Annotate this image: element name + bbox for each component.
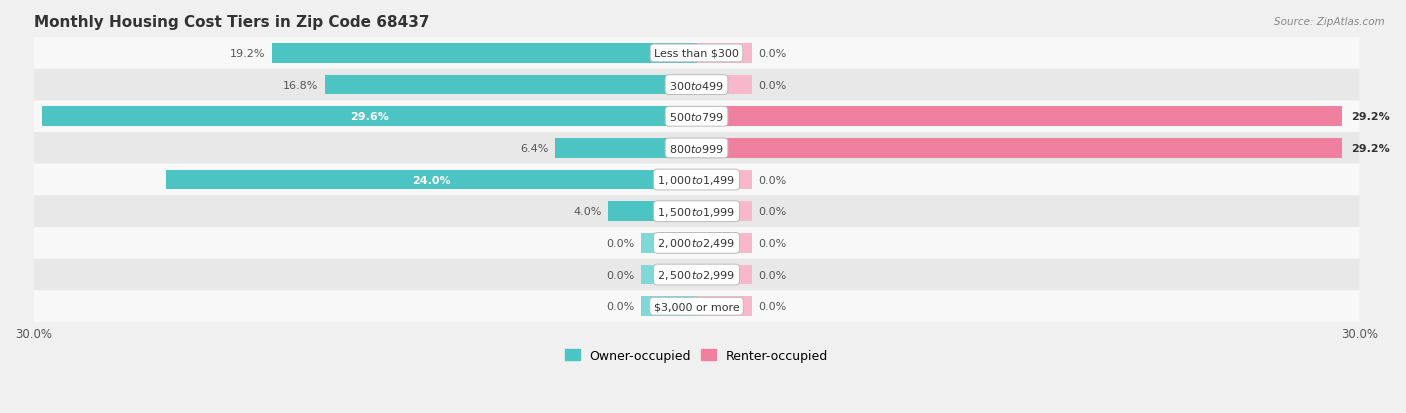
Legend: Owner-occupied, Renter-occupied: Owner-occupied, Renter-occupied — [560, 344, 834, 367]
Text: 0.0%: 0.0% — [606, 270, 634, 280]
Bar — [555, 139, 696, 158]
FancyBboxPatch shape — [34, 38, 1360, 70]
Text: Monthly Housing Cost Tiers in Zip Code 68437: Monthly Housing Cost Tiers in Zip Code 6… — [34, 15, 429, 30]
Bar — [641, 265, 696, 285]
Text: 0.0%: 0.0% — [758, 207, 786, 217]
Bar — [609, 202, 696, 221]
Text: 0.0%: 0.0% — [606, 301, 634, 311]
Text: $1,000 to $1,499: $1,000 to $1,499 — [658, 173, 735, 187]
Text: 29.2%: 29.2% — [1351, 112, 1389, 122]
FancyBboxPatch shape — [34, 70, 1360, 101]
Bar — [696, 76, 752, 95]
Bar — [696, 170, 752, 190]
Text: 19.2%: 19.2% — [231, 49, 266, 59]
FancyBboxPatch shape — [34, 133, 1360, 164]
Bar — [325, 76, 696, 95]
Text: $2,000 to $2,499: $2,000 to $2,499 — [658, 237, 735, 250]
Bar — [696, 297, 752, 316]
FancyBboxPatch shape — [34, 228, 1360, 259]
Text: 0.0%: 0.0% — [606, 238, 634, 248]
Bar — [696, 265, 752, 285]
Text: 16.8%: 16.8% — [283, 81, 319, 90]
Text: 0.0%: 0.0% — [758, 81, 786, 90]
Text: $2,500 to $2,999: $2,500 to $2,999 — [658, 268, 735, 281]
FancyBboxPatch shape — [34, 164, 1360, 196]
Bar — [696, 233, 752, 253]
Text: $1,500 to $1,999: $1,500 to $1,999 — [658, 205, 735, 218]
Text: $300 to $499: $300 to $499 — [669, 79, 724, 91]
Text: 0.0%: 0.0% — [758, 270, 786, 280]
Text: 0.0%: 0.0% — [758, 49, 786, 59]
Bar — [696, 107, 1341, 127]
Text: 0.0%: 0.0% — [758, 238, 786, 248]
Text: 29.2%: 29.2% — [1351, 144, 1389, 154]
FancyBboxPatch shape — [34, 101, 1360, 133]
Text: 24.0%: 24.0% — [412, 175, 450, 185]
Bar — [641, 297, 696, 316]
Bar — [166, 170, 696, 190]
FancyBboxPatch shape — [34, 259, 1360, 291]
Text: 29.6%: 29.6% — [350, 112, 389, 122]
Bar — [641, 233, 696, 253]
Bar — [273, 44, 696, 64]
Bar — [696, 139, 1341, 158]
Text: 0.0%: 0.0% — [758, 301, 786, 311]
FancyBboxPatch shape — [34, 196, 1360, 228]
Text: $3,000 or more: $3,000 or more — [654, 301, 740, 311]
Text: Less than $300: Less than $300 — [654, 49, 740, 59]
Text: 6.4%: 6.4% — [520, 144, 548, 154]
Text: 4.0%: 4.0% — [574, 207, 602, 217]
Text: 0.0%: 0.0% — [758, 175, 786, 185]
Text: $800 to $999: $800 to $999 — [669, 142, 724, 154]
Bar — [696, 44, 752, 64]
Bar — [42, 107, 696, 127]
FancyBboxPatch shape — [34, 291, 1360, 322]
Text: Source: ZipAtlas.com: Source: ZipAtlas.com — [1274, 17, 1385, 26]
Text: $500 to $799: $500 to $799 — [669, 111, 724, 123]
Bar — [696, 202, 752, 221]
